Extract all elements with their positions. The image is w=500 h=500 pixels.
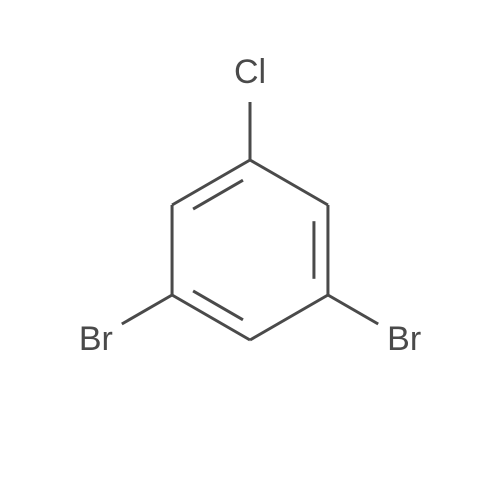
- ring-bond-0: [250, 160, 328, 205]
- ring-double-3: [193, 291, 243, 320]
- subst-bond-bromine-right: [328, 295, 378, 324]
- ring-bond-2: [250, 295, 328, 340]
- molecule-canvas: Cl Br Br: [0, 0, 500, 500]
- atom-label-bromine-right: Br: [387, 320, 421, 358]
- atom-label-chlorine: Cl: [234, 53, 266, 91]
- ring-double-5: [193, 180, 243, 209]
- subst-bond-bromine-left: [122, 295, 172, 324]
- atom-label-bromine-left: Br: [79, 320, 113, 358]
